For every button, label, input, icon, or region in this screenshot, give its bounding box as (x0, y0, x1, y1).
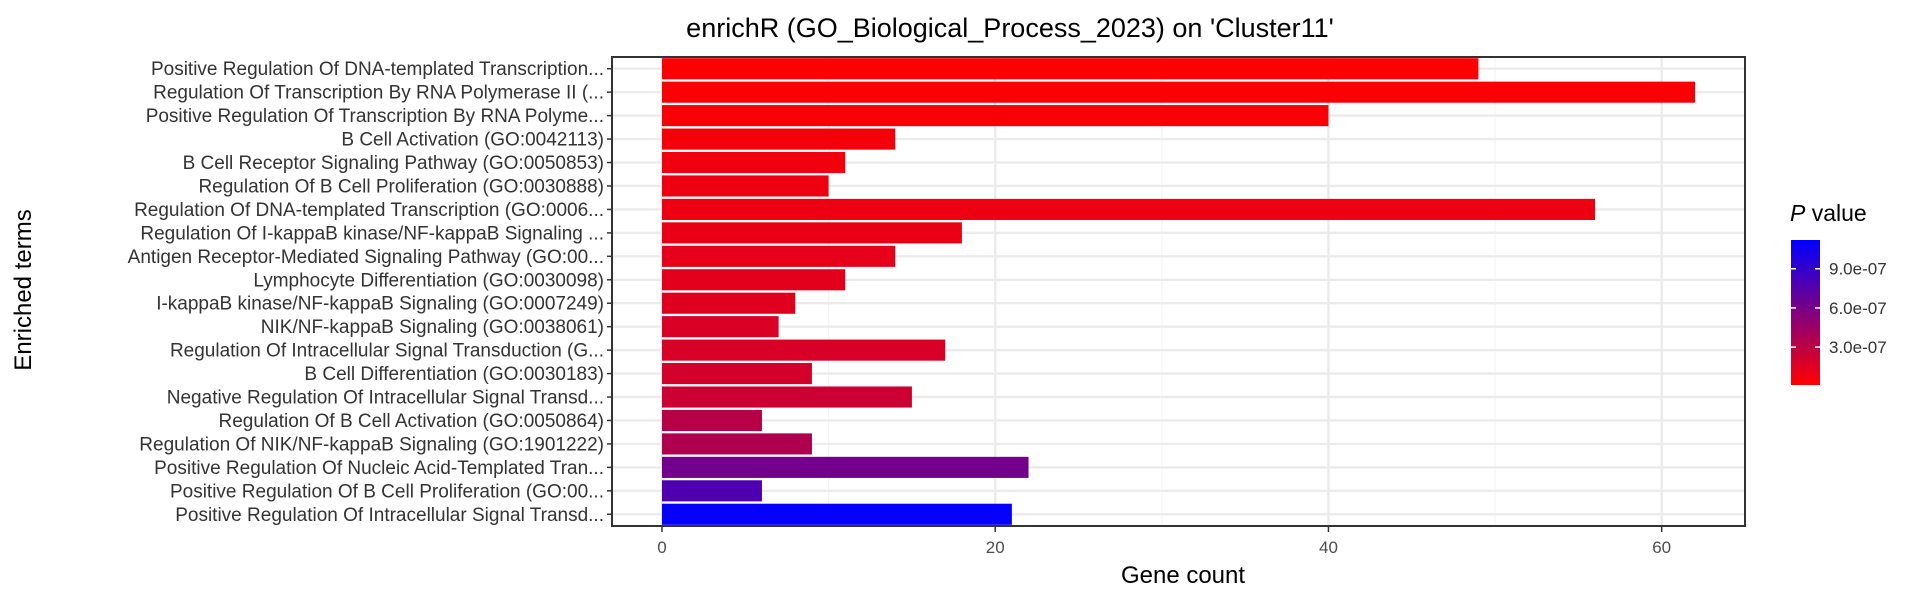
plot-panel (611, 56, 1746, 527)
bar (661, 151, 846, 174)
y-tick-label: Positive Regulation Of Nucleic Acid-Temp… (154, 458, 604, 479)
bar (661, 105, 1329, 127)
y-tick-label: Antigen Receptor-Mediated Signaling Path… (128, 247, 604, 268)
bar (661, 58, 1479, 80)
x-tick-label: 40 (1319, 538, 1338, 557)
bar (661, 480, 762, 502)
bar (661, 339, 946, 361)
bar (661, 245, 896, 267)
y-tick-label: Regulation Of Intracellular Signal Trans… (170, 341, 604, 362)
panel-border (611, 56, 1746, 527)
y-tick-label: B Cell Differentiation (GO:0030183) (304, 364, 604, 385)
panel-background (612, 57, 1745, 526)
bar (661, 433, 812, 455)
y-tick-label: Positive Regulation Of B Cell Proliferat… (170, 481, 604, 502)
y-tick-label: NIK/NF-kappaB Signaling (GO:0038061) (261, 317, 604, 338)
bar (661, 81, 1696, 103)
bar (661, 363, 812, 385)
x-tick-label: 20 (986, 538, 1005, 557)
bar (661, 503, 1012, 525)
bar (661, 456, 1029, 478)
legend-title-italic: P (1790, 200, 1806, 226)
y-tick-label: Positive Regulation Of DNA-templated Tra… (151, 59, 604, 80)
y-tick-label: Positive Regulation Of Intracellular Sig… (175, 505, 604, 526)
bar (661, 292, 796, 314)
legend-colorbar (1791, 240, 1820, 385)
bar (661, 409, 762, 432)
legend-title-rest: value (1805, 200, 1866, 226)
bar (661, 386, 912, 408)
bar (661, 128, 896, 150)
y-axis-title: Enriched terms (10, 209, 37, 370)
y-tick-label: Regulation Of B Cell Activation (GO:0050… (219, 411, 604, 432)
x-tick-labels: 0 20 40 60 (657, 526, 1671, 557)
y-tick-label: Lymphocyte Differentiation (GO:0030098) (253, 270, 604, 291)
color-legend: P value 9.0e-07 6.0e-07 3.0e-07 (1790, 200, 1887, 385)
y-tick-labels: Positive Regulation Of DNA-templated Tra… (128, 59, 612, 526)
y-tick-label: Regulation Of I-kappaB kinase/NF-kappaB … (140, 223, 604, 244)
legend-tick-label: 3.0e-07 (1829, 338, 1887, 357)
chart-title: enrichR (GO_Biological_Process_2023) on … (686, 13, 1334, 43)
y-tick-label: Regulation Of B Cell Proliferation (GO:0… (198, 176, 604, 197)
y-tick-label: Regulation Of NIK/NF-kappaB Signaling (G… (139, 434, 604, 455)
y-tick-label: Positive Regulation Of Transcription By … (146, 106, 604, 127)
bar (661, 175, 829, 197)
y-tick-label: B Cell Activation (GO:0042113) (341, 130, 604, 151)
bar (661, 269, 846, 291)
y-tick-label: Regulation Of Transcription By RNA Polym… (153, 83, 604, 104)
y-tick-label: Regulation Of DNA-templated Transcriptio… (134, 200, 604, 221)
x-tick-label: 60 (1652, 538, 1671, 557)
y-tick-label: Negative Regulation Of Intracellular Sig… (167, 388, 604, 409)
x-tick-label: 0 (657, 538, 666, 557)
y-tick-label: B Cell Receptor Signaling Pathway (GO:00… (183, 153, 604, 174)
y-tick-label: I-kappaB kinase/NF-kappaB Signaling (GO:… (156, 294, 604, 315)
legend-title: P value (1790, 200, 1867, 226)
x-axis-title: Gene count (1121, 562, 1245, 589)
bar (661, 222, 962, 244)
bar (661, 198, 1596, 220)
bar (661, 316, 779, 338)
legend-tick-label: 6.0e-07 (1829, 299, 1887, 318)
legend-tick-label: 9.0e-07 (1829, 260, 1887, 279)
